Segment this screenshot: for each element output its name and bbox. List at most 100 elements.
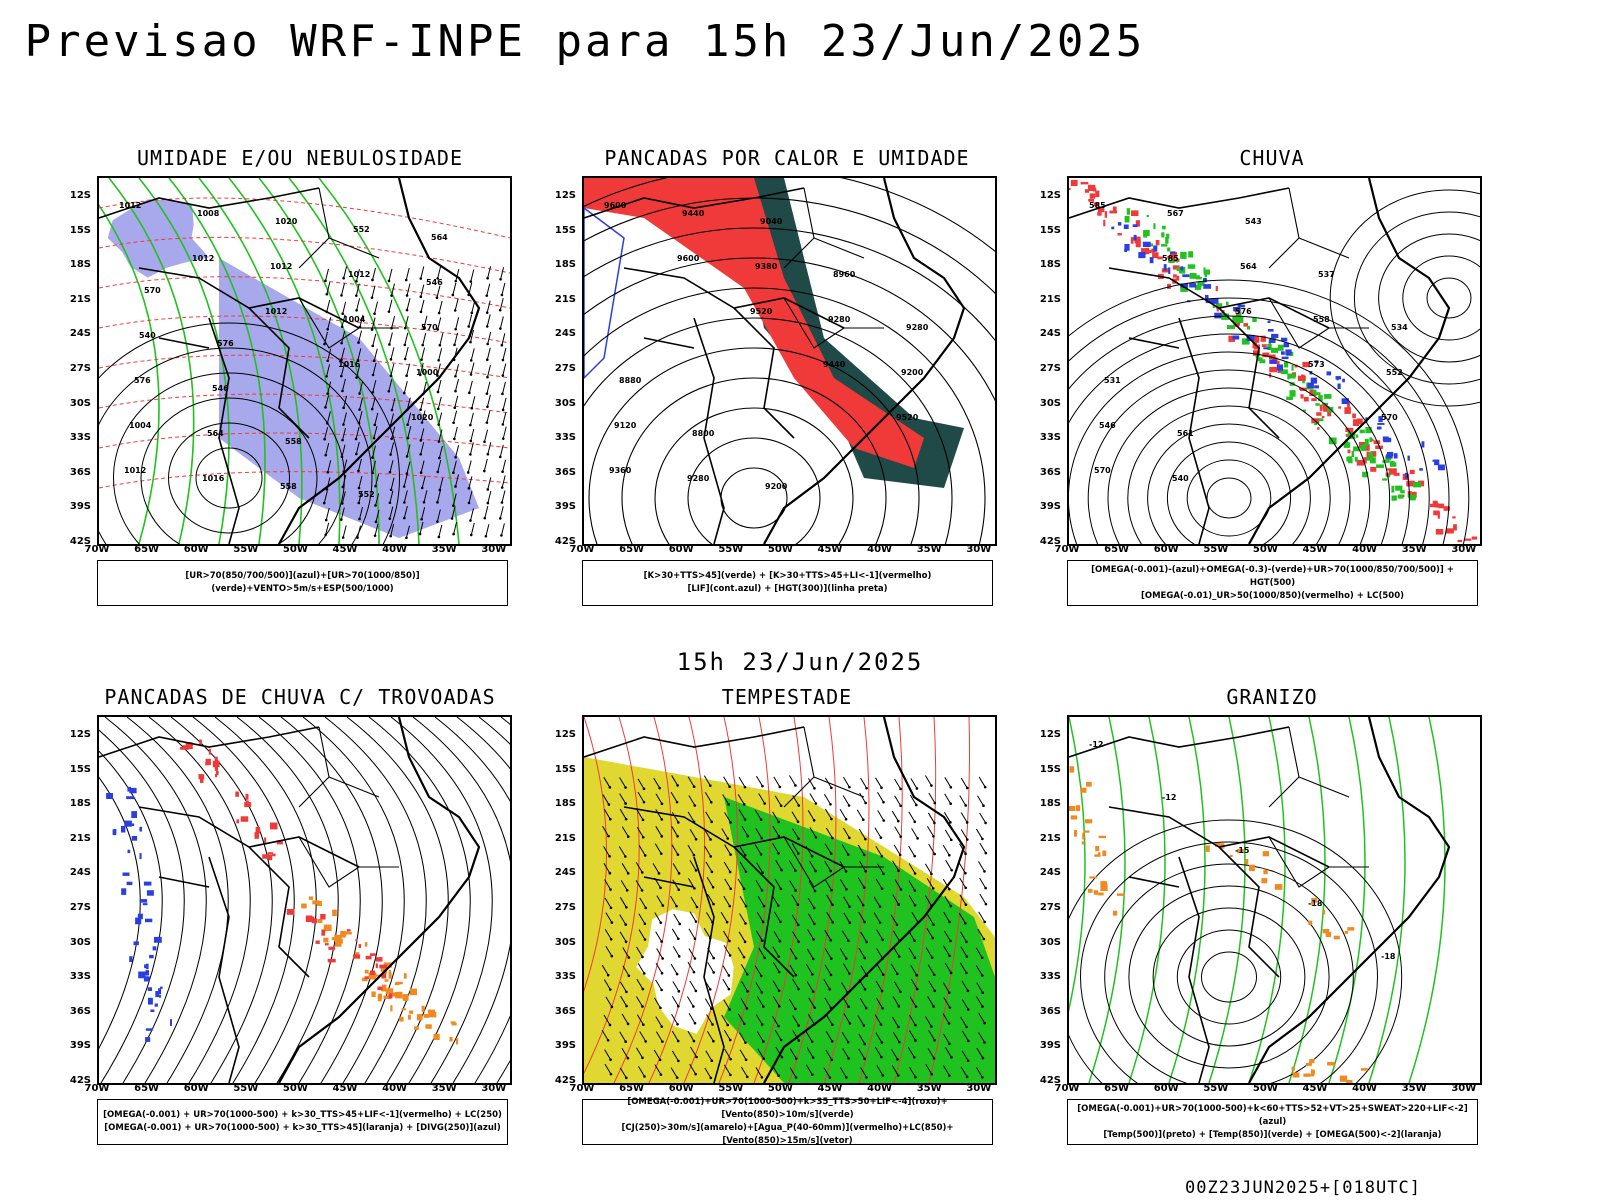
wind-vector-head [498,517,502,520]
temp-500-contour [1201,951,1257,1003]
state-borders [783,726,884,888]
wind-vector [420,299,425,312]
longitude-tick-label: 55W [1203,1083,1229,1094]
wind-vector-head [341,536,345,539]
rain-red-area [1311,398,1317,401]
wind-850-vector-head [742,887,746,891]
rain-green-area [1391,485,1395,493]
wind-850-vector-head [913,872,917,875]
wind-850-vector [621,826,629,837]
wind-850-vector-head [608,786,612,789]
wind-vector [486,410,491,423]
wind-850-vector-head [948,954,951,958]
wind-850-vector-head [796,852,800,855]
contour-label: 558 [280,482,297,491]
wind-vector [375,474,380,487]
wind-vector [455,445,460,458]
wind-vector [437,266,442,279]
latitude-tick-label: 18S [554,259,576,271]
omega-500-orange-area [1087,888,1093,893]
wind-850-vector [737,878,745,890]
wind-850-vector-head [777,1004,781,1008]
contour-label: 570 [421,323,438,332]
wind-vector [422,332,427,346]
wind-vector [467,460,472,473]
wind-850-vector-head [692,1005,695,1008]
latitude-tick-label: 21S [554,832,576,844]
wind-850-vector-head [982,804,985,808]
wind-850-vector [792,828,800,839]
forecast-map: 1012 1012 1012 1016 1020 1012 1008 1012 1004 1000… [97,176,512,546]
wind-850-vector-head [984,821,987,825]
wind-850-vector-head [728,870,732,874]
latitude-tick-label: 30S [554,397,576,409]
wind-vector [502,412,507,425]
wind-850-vector-head [949,821,952,824]
wind-850-vector [755,828,763,839]
wind-850-vector-head [779,887,783,891]
wind-850-vector [788,998,796,1010]
rain-green-area [1288,373,1296,379]
wind-850-vector [671,1050,679,1062]
wind-850-vector [755,930,763,941]
wind-850-vector [690,896,698,908]
wind-vector-head [485,311,489,314]
wind-vector [375,509,380,522]
thunderstorm-red-area [185,742,193,750]
wind-850-vector-head [863,988,867,991]
thunderstorm-red-area [328,946,336,950]
wind-850-vector-head [882,800,885,804]
wind-850-vector-head [607,803,611,806]
divergence-blue-area [137,913,143,920]
thunderstorm-red-area [208,748,212,755]
temp-850-contour [1368,717,1406,1083]
rain-blue-area [1271,333,1279,338]
humidity-1000-850-contour [198,178,303,544]
wind-850-vector [875,1032,883,1043]
wind-850-vector-head [848,921,852,925]
wind-850-vector-head [624,1076,628,1080]
wind-vector [391,283,396,296]
wind-vector-head [499,277,502,281]
wind-vector-head [389,374,393,377]
rain-green-area [1359,429,1365,434]
wind-850-vector-head [830,888,833,892]
wind-850-vector [737,794,745,805]
wind-vector-head [454,279,458,283]
divergence-blue-area [135,917,142,925]
latitude-tick-label: 18S [69,798,91,810]
wind-850-vector [842,795,850,806]
wind-850-vector [689,829,697,840]
wind-850-vector [945,859,953,871]
wind-850-vector-head [728,785,731,789]
rain-blue-area [1336,376,1339,381]
wind-850-vector-head [675,972,679,976]
rain-blue-area [1142,241,1151,247]
wind-850-vector-head [983,785,987,789]
contour-label: 1012 [265,307,287,316]
divergence-blue-area [139,899,148,903]
wind-vector [406,444,411,457]
longitude-tick-label: 55W [1203,544,1229,555]
wind-850-vector-head [948,1006,952,1009]
wind-850-vector-head [796,820,800,824]
wind-850-vector-head [610,954,614,958]
wind-850-vector [705,811,713,823]
wind-850-vector-head [745,1075,749,1079]
omega-500-orange-area [1100,881,1108,886]
wind-850-vector [792,1015,800,1026]
wind-850-vector [740,963,748,975]
wind-850-vector-head [727,974,731,977]
latitude-tick-label: 36S [554,1005,576,1017]
wind-850-vector [839,948,847,959]
wind-850-vector [688,928,696,940]
wind-vector [502,347,507,361]
latitude-tick-label: 18S [554,798,576,810]
wind-850-vector-head [626,1022,630,1026]
wind-850-vector [960,777,968,789]
wind-850-vector-head [745,972,749,976]
rain-red-area [1243,323,1248,327]
longitude-tick-label: 70W [1054,544,1080,555]
latitude-tick-label: 42S [69,536,91,547]
hgt500-contour [1402,255,1480,341]
